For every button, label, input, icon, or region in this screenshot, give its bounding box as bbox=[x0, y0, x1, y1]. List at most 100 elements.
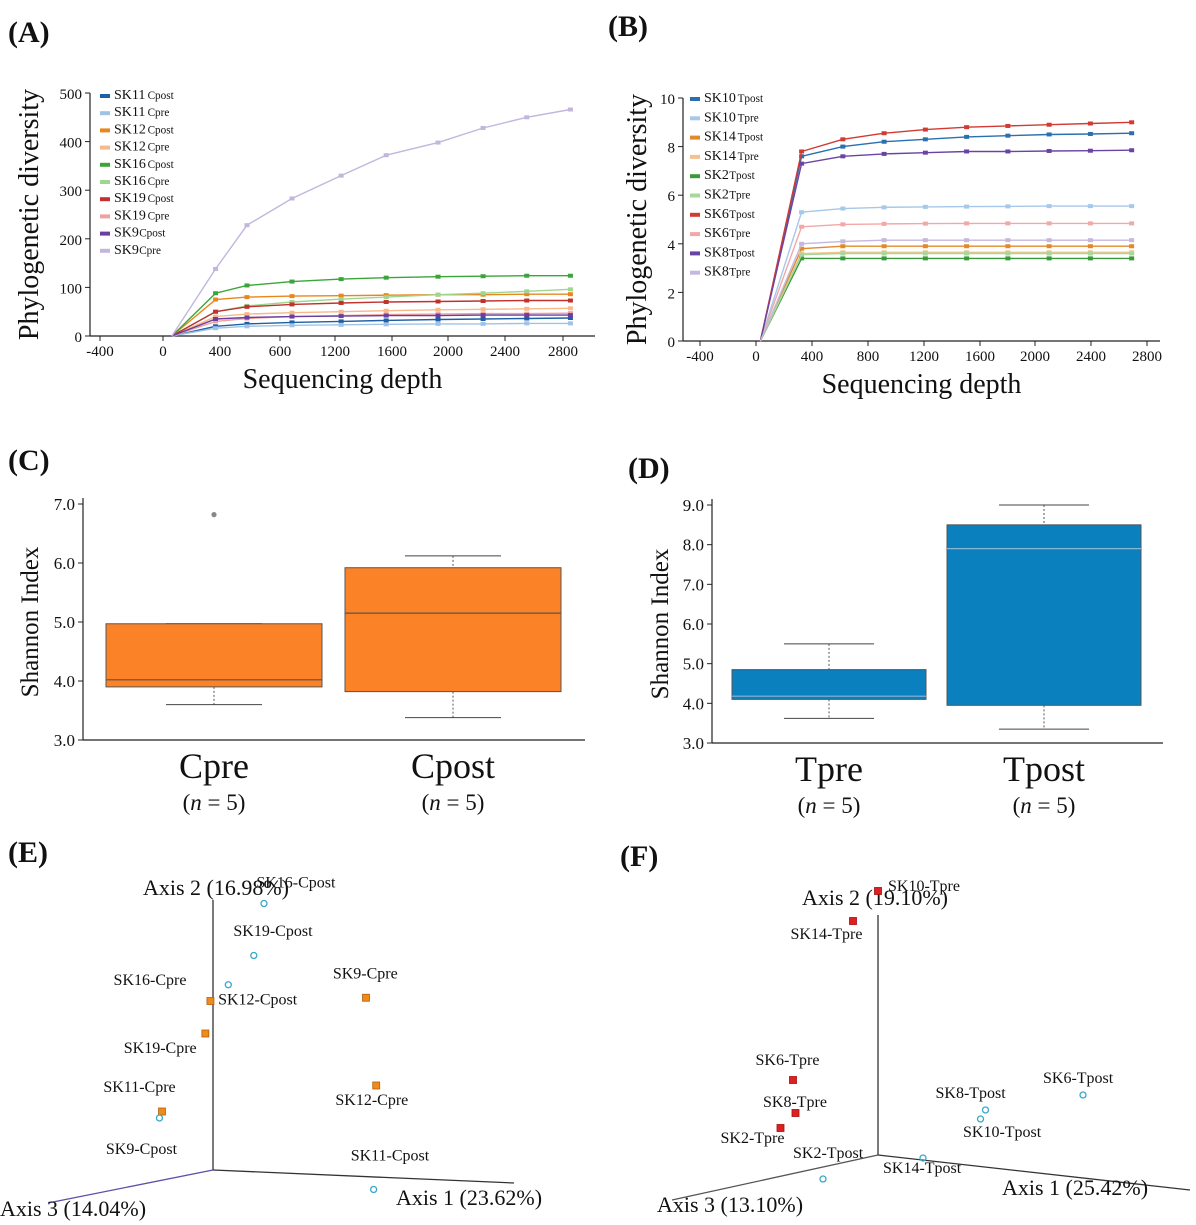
y-tick-label: 8 bbox=[668, 141, 676, 157]
legend-sub: Cpre bbox=[148, 107, 170, 119]
point-sk8-tpost bbox=[981, 1106, 990, 1114]
chart-panel-d: (D) 3.0 4.0 5.0 6.0 7.0 8.0 9.0 Shannon Index Tpr… bbox=[628, 452, 1163, 818]
series-marker bbox=[524, 298, 530, 303]
series-marker bbox=[1005, 221, 1011, 226]
y-tick-label: 10 bbox=[660, 92, 675, 108]
series-marker bbox=[567, 313, 573, 318]
point-label: SK10-Tpre bbox=[888, 878, 960, 895]
series-marker bbox=[881, 251, 887, 256]
series-marker bbox=[338, 300, 344, 305]
point-sk2-tpost bbox=[819, 1175, 827, 1183]
series-marker bbox=[1046, 221, 1052, 226]
series-line-sk14-tpost bbox=[759, 245, 1132, 342]
series-marker bbox=[1046, 204, 1052, 209]
legend-sub: Tpost bbox=[738, 132, 764, 144]
series-line-sk11-cpre bbox=[171, 322, 571, 337]
series-marker bbox=[881, 151, 887, 156]
x-tick-label: 1200 bbox=[909, 349, 939, 365]
n-var: n bbox=[805, 793, 817, 818]
series-marker bbox=[1129, 131, 1135, 136]
axis1-label: Axis 1 (25.42%) bbox=[1002, 1175, 1148, 1200]
y-tick-label: 6.0 bbox=[54, 554, 75, 573]
series-marker bbox=[1129, 244, 1135, 249]
series-marker bbox=[1087, 244, 1093, 249]
point-label: SK12-Cpre bbox=[335, 1092, 408, 1109]
y-tick-label: 7.0 bbox=[683, 575, 704, 594]
box-cpre bbox=[105, 623, 323, 688]
point-label: SK6-Tpre bbox=[756, 1052, 820, 1069]
series-marker bbox=[338, 173, 344, 178]
point-label: SK10-Tpost bbox=[963, 1124, 1042, 1141]
legend-name: SK19 bbox=[114, 208, 146, 223]
series-line-sk2-tpost bbox=[759, 257, 1132, 342]
series-marker bbox=[1005, 133, 1011, 138]
series-marker bbox=[1129, 120, 1135, 125]
legend-name: SK9 bbox=[114, 243, 139, 258]
box-tpre bbox=[731, 669, 927, 700]
x-tick-label: 1600 bbox=[965, 349, 995, 365]
n-eq: = 5) bbox=[202, 790, 246, 815]
series-marker bbox=[964, 244, 970, 249]
series-marker bbox=[213, 297, 219, 302]
series-marker bbox=[1005, 123, 1011, 128]
series-line-sk16-cpost bbox=[171, 275, 571, 337]
series-marker bbox=[435, 307, 441, 312]
series-marker bbox=[480, 125, 486, 130]
legend-name: SK14 bbox=[704, 149, 736, 164]
x-tick-label: 1200 bbox=[320, 344, 350, 360]
point-label: SK11-Cpre bbox=[103, 1079, 175, 1096]
legend-sub: Cpre bbox=[139, 245, 161, 257]
series-marker bbox=[1087, 256, 1093, 261]
series-marker bbox=[840, 206, 846, 211]
y-tick-label: 5.0 bbox=[54, 613, 75, 632]
legend-sub: Tpre bbox=[729, 228, 750, 240]
y-tick-label: 0 bbox=[668, 335, 676, 351]
y-tick-label: 400 bbox=[60, 136, 83, 152]
x-tick-label: 800 bbox=[857, 349, 880, 365]
panel-label: (D) bbox=[628, 452, 670, 485]
series-marker bbox=[881, 221, 887, 226]
series-marker bbox=[922, 244, 928, 249]
legend-name: SK2 bbox=[704, 188, 729, 203]
axis1-label: Axis 1 (23.62%) bbox=[396, 1185, 542, 1210]
legend-sub: Cpost bbox=[148, 90, 175, 102]
series-marker bbox=[964, 204, 970, 209]
series-marker bbox=[383, 322, 389, 327]
series-marker bbox=[213, 314, 219, 319]
legend-swatch bbox=[100, 145, 110, 150]
legend-sub: Tpost bbox=[729, 247, 755, 259]
series-marker bbox=[383, 153, 389, 158]
legend-name: SK11 bbox=[114, 105, 145, 120]
legend-name: SK6 bbox=[704, 207, 729, 222]
legend-swatch bbox=[690, 212, 700, 217]
series-marker bbox=[524, 321, 530, 326]
point-sk6-tpre bbox=[789, 1076, 797, 1084]
series-marker bbox=[1005, 238, 1011, 243]
series-marker bbox=[383, 308, 389, 313]
series-marker bbox=[922, 204, 928, 209]
series-marker bbox=[338, 319, 344, 324]
legend-swatch bbox=[690, 97, 700, 101]
point-label: SK8-Tpost bbox=[936, 1085, 1007, 1102]
series-marker bbox=[840, 256, 846, 261]
n-open: ( bbox=[183, 790, 191, 815]
point-label: SK19-Cpre bbox=[124, 1040, 197, 1057]
n-var: n bbox=[429, 790, 441, 815]
series-line-sk12-cpre bbox=[171, 307, 571, 337]
legend-swatch bbox=[100, 162, 110, 167]
series-marker bbox=[964, 149, 970, 154]
point-sk19-cpre bbox=[201, 1029, 210, 1038]
series-marker bbox=[922, 127, 928, 132]
axis3-label: Axis 3 (13.10%) bbox=[657, 1192, 803, 1217]
legend-name: SK2 bbox=[704, 168, 729, 183]
y-axis-title: Phylogenetic diversity bbox=[14, 89, 45, 340]
series-marker bbox=[435, 299, 441, 304]
point-sk9-cpre bbox=[362, 993, 370, 1002]
legend-swatch bbox=[690, 135, 700, 140]
group-n-label: (n = 5) bbox=[183, 790, 246, 815]
series-line-sk9-cpost bbox=[171, 314, 571, 337]
point-label: SK11-Cpost bbox=[351, 1147, 430, 1164]
y-axis-title: Phylogenetic diversity bbox=[622, 94, 653, 345]
axis3-line bbox=[671, 1154, 879, 1201]
series-marker bbox=[1005, 244, 1011, 249]
